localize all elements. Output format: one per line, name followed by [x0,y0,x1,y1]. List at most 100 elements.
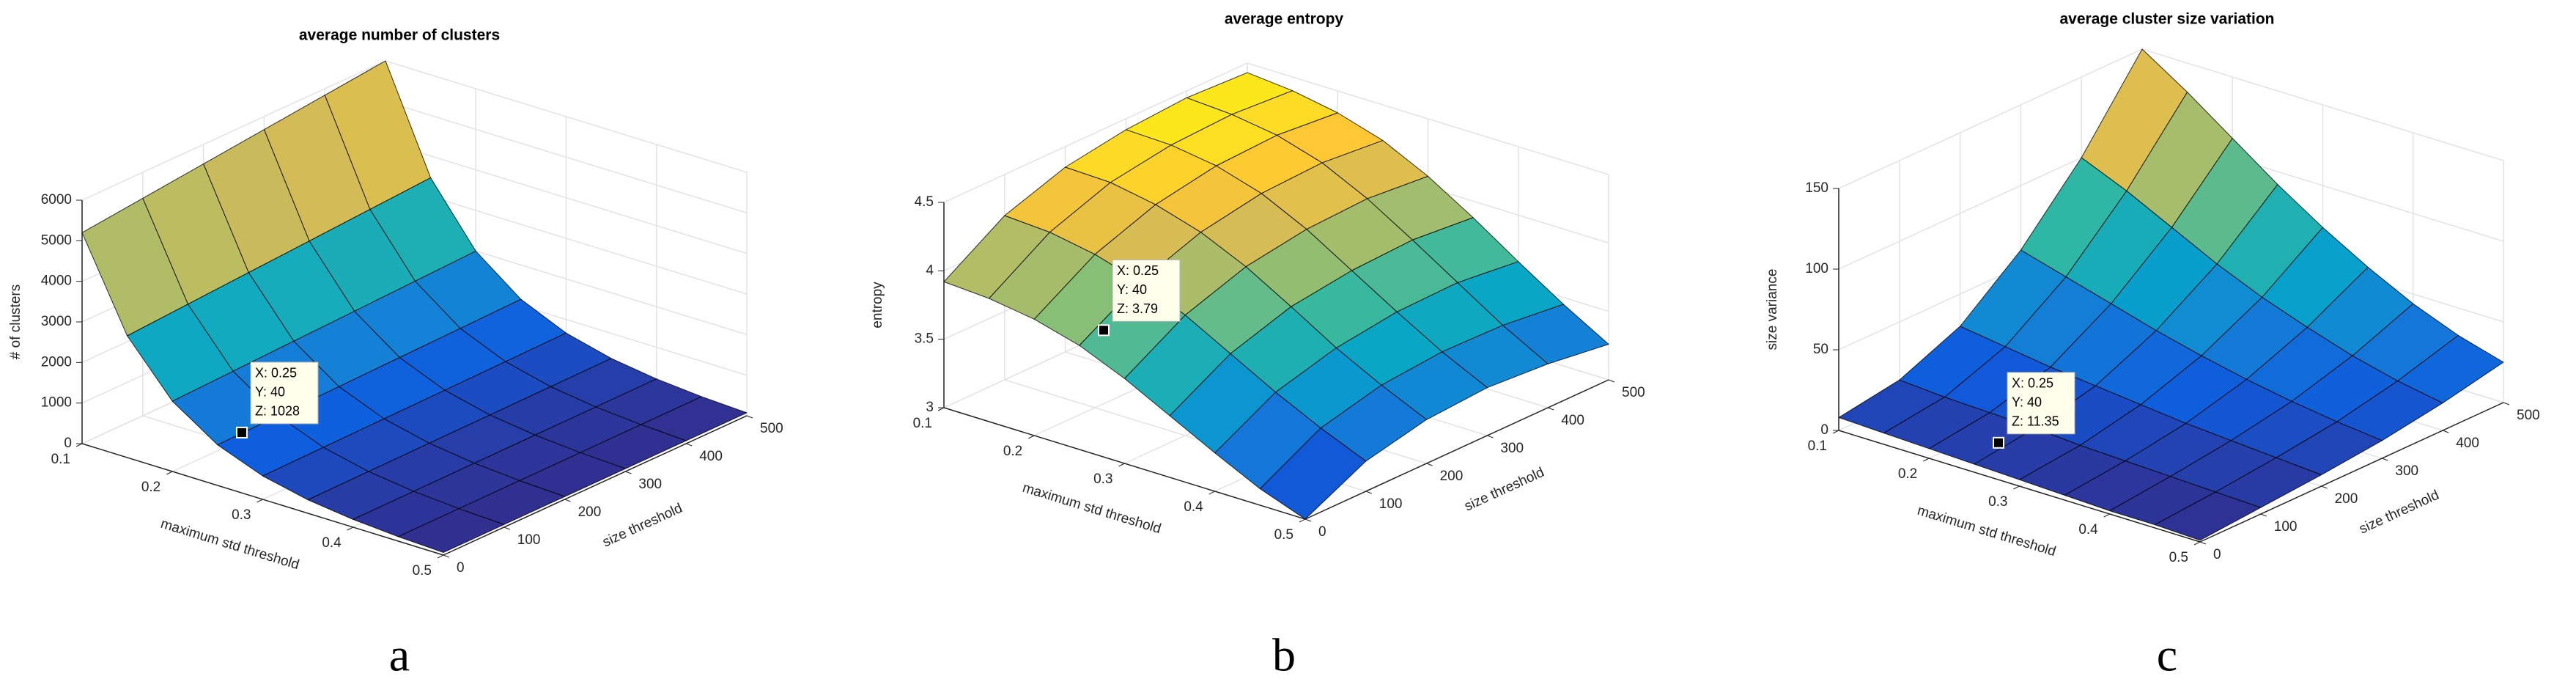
y-tick [1608,379,1615,383]
z-axis-label: # of clusters [8,285,23,359]
x-tick-label: 0.5 [2169,550,2188,565]
y-tick-label: 200 [578,504,602,520]
x-tick-label: 0.3 [232,507,251,523]
x-axis-label: maximum std threshold [1021,480,1163,537]
datatip-text: Y: 40 [1117,282,1147,297]
y-tick-label: 100 [1379,496,1403,512]
y-tick-label: 100 [517,532,541,548]
x-tick [75,443,83,447]
chart-title: average entropy [1225,11,1344,28]
z-tick-label: 6000 [41,192,72,208]
x-tick [1118,463,1125,467]
surface-cell [2154,491,2262,541]
x-tick [2013,485,2020,490]
x-tick-label: 0.5 [1274,527,1293,543]
y-axis-line [443,415,748,556]
z-tick-label: 3 [926,400,934,415]
z-tick-label: 4 [926,263,934,278]
datatip-text: Z: 3.79 [1117,301,1158,316]
x-tick [2103,513,2110,518]
z-tick-label: 5000 [41,232,72,248]
y-tick-label: 500 [1622,385,1645,400]
y-axis-line [1304,379,1609,520]
y-tick [1487,435,1494,438]
y-tick-label: 100 [2274,519,2298,535]
y-tick [1548,407,1554,411]
x-tick-label: 0.2 [1898,466,1917,482]
surface-plot: 0.1 0.2 0.3 0.4 0.5 0 100 200 300 400 500 0 50 100 150… [1765,11,2540,681]
y-tick-label: 200 [2335,491,2358,507]
datatip-box [2007,372,2075,435]
x-tick [347,526,353,531]
x-tick [166,471,173,475]
y-axis-label: size threshold [600,501,684,551]
y-tick [443,554,450,558]
z-tick-label: 4.5 [915,194,934,210]
y-tick-label: 500 [760,421,783,436]
x-tick [937,407,945,411]
y-tick-label: 0 [1318,524,1326,540]
x-tick [437,554,444,559]
x-tick-label: 0.5 [413,563,432,579]
y-tick-label: 500 [2517,408,2540,423]
z-tick-label: 100 [1805,261,1828,276]
y-tick [503,526,510,530]
y-tick [2382,458,2388,461]
datatip-box [250,361,319,425]
x-tick [1208,491,1215,495]
x-tick [1923,458,1930,462]
x-tick [1299,518,1306,523]
panel-label: b [1272,629,1296,681]
y-tick-label: 300 [2395,463,2418,479]
y-tick [1426,463,1433,466]
y-tick [746,415,753,419]
y-tick [2321,485,2328,489]
x-tick-label: 0.2 [1003,444,1022,459]
y-tick-label: 0 [2213,547,2221,562]
y-tick [1365,491,1372,494]
datatip-marker [1097,324,1110,337]
y-tick [1304,518,1312,522]
x-tick-label: 0.4 [1184,499,1203,515]
chart-title: average number of clusters [299,27,500,44]
x-tick-label: 0.1 [1808,438,1827,454]
y-axis-line [2199,402,2504,543]
z-tick-label: 50 [1813,342,1828,357]
z-tick-label: 4000 [41,274,72,289]
datatip-text: X: 0.25 [2012,376,2053,391]
x-tick-label: 0.4 [2078,522,2098,537]
datatip-text: Z: 1028 [255,404,300,419]
y-axis-label: size threshold [2357,488,2441,537]
x-tick-label: 0.3 [1093,471,1112,487]
y-tick-label: 400 [2456,436,2479,451]
chart-title: average cluster size variation [2060,11,2275,28]
x-tick-label: 0.1 [913,416,932,431]
z-tick-label: 0 [1820,422,1828,438]
z-tick-label: 2000 [41,354,72,370]
surface-cell [397,508,505,553]
x-tick [1832,430,1839,434]
datatip-marker [235,426,248,438]
x-tick-label: 0.1 [51,452,70,467]
panel-label: a [389,629,410,681]
y-tick-label: 400 [699,449,723,464]
z-axis-label: size variance [1765,269,1780,350]
datatip-text: Z: 11.35 [2012,414,2059,429]
z-tick-label: 1000 [41,395,72,411]
surface-plot: 0.1 0.2 0.3 0.4 0.5 0 100 200 300 400 500 3 3.5 4 4.5 m… [870,11,1645,681]
datatip-box [1112,259,1181,322]
datatip-marker [1992,436,2004,449]
datatip-text: X: 0.25 [1117,263,1159,278]
y-tick-label: 0 [457,560,465,576]
grid-line [943,62,1609,203]
surface-plot: 0.10.20.30.40.5 0100200300400500010002000… [8,27,783,681]
y-tick [564,499,571,502]
datatip-text: Y: 40 [255,385,285,400]
z-tick-label: 3.5 [915,331,934,347]
y-tick [2199,541,2207,545]
x-tick-label: 0.4 [322,535,342,551]
y-tick-label: 200 [1440,469,1464,484]
panel-label: c [2157,629,2177,681]
y-tick [686,443,693,447]
y-tick [625,471,632,474]
